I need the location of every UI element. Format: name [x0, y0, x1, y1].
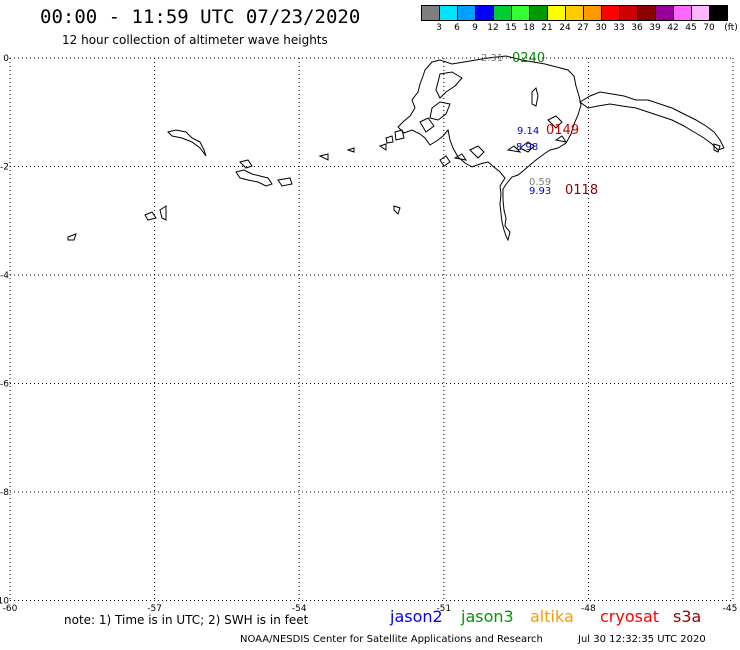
x-axis-tick-label: -57 [147, 604, 162, 614]
coast-fjord-2 [429, 101, 451, 121]
coast-east-tip [713, 143, 721, 153]
pass-time-2: 0149 [546, 123, 579, 138]
scale-tick-label: 15 [505, 23, 517, 33]
color-swatch [709, 5, 728, 21]
island-g [318, 153, 329, 161]
color-scale-labels: 3 6 9 12 15 18 21 24 27 30 33 36 39 42 45 70 (ft) [421, 21, 738, 33]
scale-tick-label: 30 [595, 23, 607, 33]
color-swatch [565, 5, 583, 21]
color-swatch [601, 5, 619, 21]
y-axis-tick-label: 0 [3, 54, 9, 64]
annotations: 2.31 0240 9.14 0149 8.98 0.59 9.93 0118 [481, 51, 598, 198]
scale-tick-label: 39 [649, 23, 661, 33]
color-swatch [439, 5, 457, 21]
grid-lines [9, 57, 734, 601]
pass-time-3: 0118 [565, 183, 598, 198]
satellite-legend-item: cryosat [600, 607, 660, 626]
credit-line: NOAA/NESDIS Center for Satellite Applica… [240, 634, 543, 645]
island-a [167, 129, 207, 157]
wave-height-color-scale: 3 6 9 12 15 18 21 24 27 30 33 36 39 42 45 70 (ft) [421, 5, 738, 33]
height-label-5: 9.93 [529, 186, 551, 197]
coast-east-bays [547, 115, 568, 143]
y-axis-labels: 0 -2 -4 -6 -8 -10 [0, 54, 9, 607]
color-swatch [547, 5, 565, 21]
color-swatch [655, 5, 673, 21]
scale-tick-label: 18 [523, 23, 535, 33]
color-swatch [421, 5, 439, 21]
x-axis-labels: -60 -57 -54 -51 -48 -45 [3, 604, 738, 614]
color-swatch [691, 5, 709, 21]
color-swatch-row [421, 5, 728, 21]
x-axis-tick-label: -45 [723, 604, 738, 614]
coastlines [67, 55, 725, 242]
x-axis-tick-label: -60 [3, 604, 18, 614]
island-b [239, 159, 253, 169]
scale-tick-label: 27 [577, 23, 589, 33]
footnote: note: 1) Time is in UTC; 2) SWH is in fe… [64, 613, 309, 627]
scale-tick-label: 42 [667, 23, 679, 33]
y-axis-tick-label: -4 [0, 271, 9, 281]
satellite-legend-item: jason2 [390, 607, 443, 626]
coast-islands-south [439, 153, 468, 167]
color-swatch [511, 5, 529, 21]
scale-tick-label: 6 [454, 23, 460, 33]
island-d [277, 177, 293, 187]
x-axis-tick-label: -51 [436, 604, 451, 614]
island-f [67, 233, 77, 241]
coast-east-chain [579, 91, 725, 151]
color-swatch [673, 5, 691, 21]
scale-unit-label: (ft) [724, 23, 738, 33]
map-title: 00:00 - 11:59 UTC 07/23/2020 [40, 6, 361, 28]
coast-fjord-1 [435, 71, 463, 99]
y-axis-tick-label: -6 [0, 380, 9, 390]
scale-tick-label: 70 [703, 23, 715, 33]
scale-tick-label: 33 [613, 23, 625, 33]
generation-timestamp: Jul 30 12:32:35 UTC 2020 [578, 634, 706, 645]
scale-tick-label: 24 [559, 23, 571, 33]
island-c [235, 169, 273, 187]
scale-tick-label: 45 [685, 23, 697, 33]
island-h [346, 147, 355, 153]
color-swatch [457, 5, 475, 21]
coast-lake [531, 87, 539, 107]
x-axis-tick-label: -48 [581, 604, 596, 614]
satellite-legend-item: jason3 [461, 607, 514, 626]
scale-tick-label: 21 [541, 23, 553, 33]
island-e [144, 205, 167, 221]
color-swatch [493, 5, 511, 21]
height-label-2: 9.14 [517, 126, 539, 137]
color-swatch [583, 5, 601, 21]
height-label-4: 0.59 [529, 177, 551, 188]
satellite-legend-item: s3a [673, 607, 702, 626]
height-label-1: 2.31 [481, 53, 503, 64]
pass-time-1: 0240 [512, 51, 545, 66]
map-subtitle: 12 hour collection of altimeter wave hei… [62, 33, 328, 47]
height-label-3: 8.98 [516, 142, 538, 153]
scale-tick-label: 3 [436, 23, 442, 33]
y-axis-tick-label: -10 [0, 597, 9, 607]
greenland-coast [397, 55, 582, 242]
coast-islands-west [378, 129, 405, 151]
y-axis-tick-label: -8 [0, 488, 9, 498]
x-axis-tick-label: -54 [292, 604, 307, 614]
color-swatch [475, 5, 493, 21]
scale-tick-label: 36 [631, 23, 643, 33]
coast-southern-inlets [469, 141, 535, 159]
y-axis-tick-label: -2 [0, 163, 9, 173]
island-i [393, 205, 401, 215]
coast-fjord-3 [419, 117, 435, 133]
color-swatch [529, 5, 547, 21]
color-swatch [637, 5, 655, 21]
satellite-legend-item: altika [530, 607, 574, 626]
scale-tick-label: 12 [487, 23, 499, 33]
scale-tick-label: 9 [472, 23, 478, 33]
color-swatch [619, 5, 637, 21]
